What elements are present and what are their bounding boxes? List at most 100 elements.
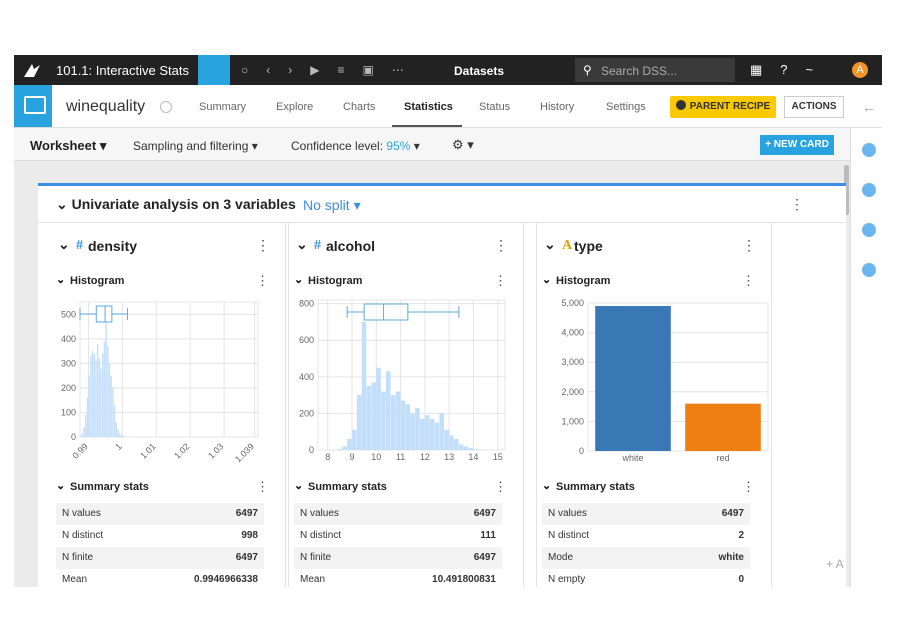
nav-tab[interactable]: Settings [606, 101, 646, 113]
histogram-bar [96, 343, 99, 437]
search-placeholder: Search DSS... [601, 64, 678, 78]
x-tick-label: 0.99 [70, 441, 89, 460]
settings-menu[interactable]: ⚙ ▾ [452, 137, 474, 152]
histogram-bar [356, 395, 362, 450]
histogram-bar [420, 418, 425, 450]
column-divider [536, 223, 537, 587]
histogram-bar [115, 422, 117, 437]
histogram-bar [337, 449, 342, 450]
histogram-bar [410, 413, 415, 450]
scrollbar[interactable] [844, 165, 849, 215]
worksheet-menu[interactable]: Worksheet ▾ [30, 138, 107, 153]
flow-icon[interactable] [198, 55, 230, 85]
stats-row [542, 525, 750, 547]
histogram-bar [103, 341, 106, 437]
column-menu[interactable]: ⋮ [256, 237, 270, 253]
histogram-bar [117, 429, 119, 437]
column-menu[interactable]: ⋮ [742, 237, 756, 253]
x-tick-label: white [621, 453, 643, 463]
y-tick-label: 400 [299, 372, 314, 382]
section-menu[interactable]: ⋮ [494, 273, 507, 288]
x-tick-label: 15 [493, 452, 503, 462]
avatar[interactable]: A [852, 62, 868, 78]
stats-row [542, 569, 750, 591]
divider [38, 222, 846, 223]
y-tick-label: 200 [61, 383, 76, 393]
y-tick-label: 3,000 [561, 357, 584, 367]
datasets-menu[interactable]: Datasets [454, 64, 505, 78]
parent-recipe-button[interactable]: PARENT RECIPE [670, 96, 776, 118]
confidence-menu[interactable]: Confidence level: 95% ▾ [291, 139, 420, 153]
column-menu[interactable]: ⋮ [494, 237, 508, 253]
section-collapse[interactable]: ⌄ [56, 480, 66, 492]
histogram-bar [361, 321, 367, 450]
right-sidebar [850, 128, 883, 587]
stat-value: 111 [480, 530, 496, 541]
histogram-bar [395, 391, 401, 450]
histogram-bar [463, 446, 469, 450]
nav-tab[interactable]: Explore [276, 101, 314, 113]
back-arrow[interactable]: ← [862, 99, 876, 115]
section-collapse[interactable]: ⌄ [542, 274, 552, 286]
y-tick-label: 100 [61, 407, 76, 417]
histogram-bar [108, 363, 111, 437]
chart: 0 1,000 2,000 3,000 4,000 5,000 white red [561, 298, 769, 463]
stat-value: 6497 [473, 508, 496, 519]
sampling-menu[interactable]: Sampling and filtering ▾ [133, 139, 258, 153]
nav-tab[interactable]: Charts [343, 101, 376, 113]
section-menu[interactable]: ⋮ [494, 479, 507, 494]
section-menu[interactable]: ⋮ [256, 479, 269, 494]
sampling-label: Sampling and filtering [133, 139, 249, 153]
nav-tab[interactable]: Summary [199, 101, 247, 113]
histogram-bar [424, 415, 430, 450]
histogram-bar [85, 414, 87, 437]
sidebar-icon[interactable] [862, 143, 876, 157]
nav-tab[interactable]: Statistics [404, 101, 453, 113]
section-collapse[interactable]: ⌄ [294, 274, 304, 286]
histogram-bar [93, 353, 95, 437]
histogram-bar [371, 382, 376, 450]
sidebar-icon[interactable] [862, 183, 876, 197]
add-column[interactable]: + A [826, 557, 844, 571]
nav-tab[interactable]: Status [479, 101, 511, 113]
chart: 0 200 400 600 800 8 9 10 11 12 13 14 15 [299, 299, 506, 462]
stat-value: 6497 [235, 552, 258, 563]
search-box[interactable] [575, 58, 735, 82]
column-divider [288, 223, 289, 587]
section-collapse[interactable]: ⌄ [542, 480, 552, 492]
histogram-bar [434, 422, 440, 450]
section-menu[interactable]: ⋮ [256, 273, 269, 288]
new-card-button[interactable]: + NEW CARD [760, 135, 834, 155]
x-tick-label: 1.01 [138, 441, 157, 460]
section-collapse[interactable]: ⌄ [56, 274, 66, 286]
y-tick-label: 0 [309, 445, 314, 455]
split-label: No split [303, 197, 350, 213]
section-collapse[interactable]: ⌄ [294, 480, 304, 492]
histogram-bar [444, 429, 449, 450]
sidebar-icon[interactable] [862, 223, 876, 237]
histogram-bar [98, 358, 101, 437]
histogram-bar [342, 446, 347, 450]
y-tick-label: 400 [61, 334, 76, 344]
project-name[interactable]: 101.1: Interactive Stats [56, 63, 189, 78]
dataset-name: winequality [66, 98, 146, 115]
actions-button[interactable]: ACTIONS [784, 96, 844, 118]
histogram-bar [120, 435, 123, 437]
stat-label: N distinct [548, 530, 590, 541]
card-title: ⌄ Univariate analysis on 3 variables [56, 196, 296, 212]
x-tick-label: 1 [113, 441, 124, 452]
histogram-bar [400, 400, 406, 450]
section-menu[interactable]: ⋮ [742, 273, 755, 288]
nav-tab[interactable]: History [540, 101, 575, 113]
edit-icon[interactable] [160, 101, 172, 113]
section-menu[interactable]: ⋮ [742, 479, 755, 494]
split-menu[interactable]: No split ▾ [303, 197, 361, 213]
sidebar-icon[interactable] [862, 263, 876, 277]
toolbar-icons[interactable]: ○‹›▶≡▣⋯ [241, 63, 422, 77]
stat-label: N values [548, 508, 587, 519]
stat-label: N empty [548, 574, 586, 585]
card-menu[interactable]: ⋮ [790, 196, 804, 212]
histogram-bar [95, 360, 97, 437]
app-icons[interactable]: ▦?~ [750, 62, 832, 77]
stat-label: N distinct [300, 530, 342, 541]
